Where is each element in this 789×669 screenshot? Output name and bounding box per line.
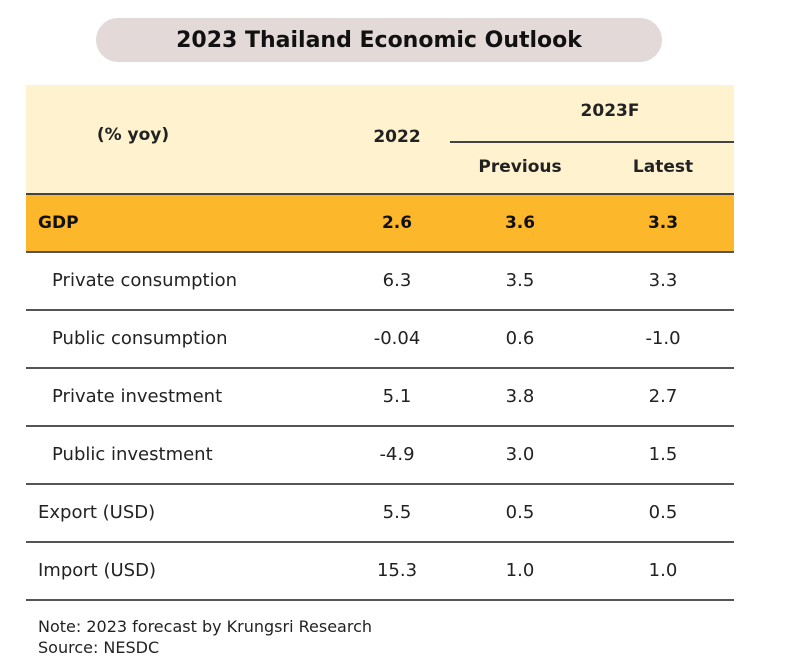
value-2022: 6.3 <box>382 270 412 291</box>
value-2022: 5.1 <box>382 386 412 407</box>
table-row: Private consumption 6.3 3.5 3.3 <box>26 253 734 311</box>
note-text: Note: 2023 forecast by Krungsri Research <box>38 617 372 636</box>
outlook-table: (% yoy) 2022 2023F Previous Latest GDP 2… <box>26 85 734 601</box>
table-row: Export (USD) 5.5 0.5 0.5 <box>26 485 734 543</box>
value-2022: 15.3 <box>376 560 418 581</box>
value-previous: 0.6 <box>505 328 535 349</box>
row-label: Public consumption <box>52 328 228 349</box>
value-2022: -4.9 <box>379 444 415 465</box>
value-previous: 3.5 <box>505 270 535 291</box>
header-2022: 2022 <box>373 127 421 147</box>
header-divider <box>450 141 734 143</box>
value-latest: 1.5 <box>648 444 678 465</box>
value-previous: 0.5 <box>505 502 535 523</box>
row-label: GDP <box>38 213 79 233</box>
page-title: 2023 Thailand Economic Outlook <box>96 18 662 62</box>
footnotes: Note: 2023 forecast by Krungsri Research… <box>38 616 372 658</box>
table-row: Private investment 5.1 3.8 2.7 <box>26 369 734 427</box>
table-row: Public consumption -0.04 0.6 -1.0 <box>26 311 734 369</box>
table-row: Public investment -4.9 3.0 1.5 <box>26 427 734 485</box>
table-row-gdp: GDP 2.6 3.6 3.3 <box>26 195 734 253</box>
row-label: Export (USD) <box>38 502 156 523</box>
row-label: Private consumption <box>52 270 238 291</box>
row-label: Import (USD) <box>38 560 156 581</box>
header-unit: (% yoy) <box>96 125 170 145</box>
row-label: Private investment <box>52 386 223 407</box>
value-previous: 3.6 <box>504 213 536 233</box>
row-label: Public investment <box>52 444 213 465</box>
value-2022: 2.6 <box>381 213 413 233</box>
value-latest: 0.5 <box>648 502 678 523</box>
table-header: (% yoy) 2022 2023F Previous Latest <box>26 85 734 195</box>
value-latest: 3.3 <box>647 213 679 233</box>
header-latest: Latest <box>632 157 694 177</box>
header-2023f: 2023F <box>580 101 640 121</box>
value-2022: 5.5 <box>382 502 412 523</box>
value-latest: 3.3 <box>648 270 678 291</box>
value-latest: -1.0 <box>645 328 681 349</box>
value-latest: 1.0 <box>648 560 678 581</box>
header-previous: Previous <box>478 157 562 177</box>
value-latest: 2.7 <box>648 386 678 407</box>
value-previous: 1.0 <box>505 560 535 581</box>
source-text: Source: NESDC <box>38 638 160 657</box>
value-previous: 3.8 <box>505 386 535 407</box>
value-previous: 3.0 <box>505 444 535 465</box>
table-row: Import (USD) 15.3 1.0 1.0 <box>26 543 734 601</box>
value-2022: -0.04 <box>373 328 421 349</box>
